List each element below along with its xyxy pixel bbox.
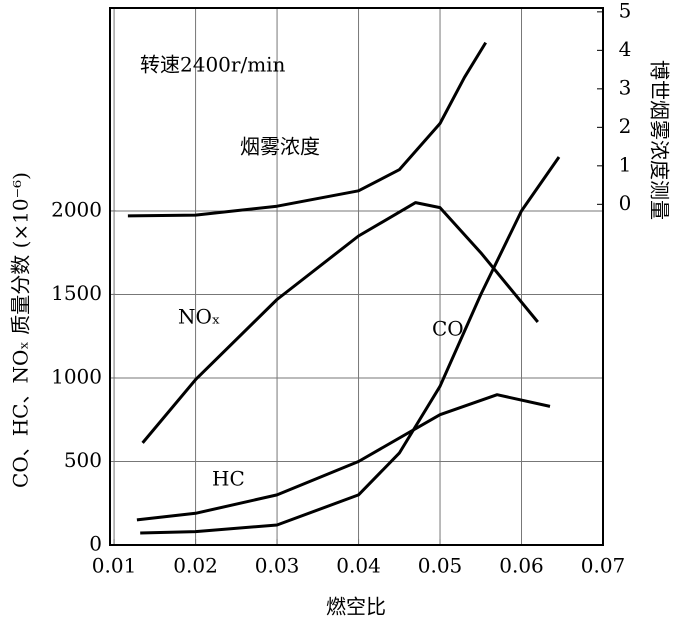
y2-tick-label: 4	[619, 37, 632, 61]
y2-tick-label: 0	[619, 191, 632, 215]
y2-tick-label: 2	[619, 114, 632, 138]
series-line	[127, 41, 487, 218]
y2-tick-label: 1	[619, 152, 632, 176]
annotation: 烟雾浓度	[240, 135, 320, 159]
x-tick-label: 0.06	[499, 554, 544, 578]
y2-axis-label: 博世烟雾浓度测量	[648, 60, 672, 220]
series-line	[136, 393, 551, 522]
annotation: 转速2400r/min	[140, 53, 286, 77]
y2-tick-label: 3	[619, 75, 632, 99]
y-axis-label: CO、HC、NOₓ 质量分数 (×10⁻⁶)	[9, 172, 33, 488]
x-tick-label: 0.07	[581, 554, 626, 578]
x-tick-label: 0.03	[255, 554, 300, 578]
x-axis-label: 燃空比	[326, 595, 386, 619]
y2-tick-label: 5	[619, 0, 632, 22]
y-tick-label: 1000	[51, 364, 102, 388]
y-tick-label: 2000	[51, 197, 102, 221]
plot-frame	[109, 7, 604, 546]
x-tick-label: 0.04	[336, 554, 381, 578]
x-tick-label: 0.02	[173, 554, 218, 578]
annotation: HC	[212, 467, 245, 491]
annotation: NOₓ	[178, 305, 220, 329]
y-tick-label: 500	[64, 448, 102, 472]
x-tick-label: 0.01	[92, 554, 137, 578]
y-tick-label: 0	[89, 532, 102, 556]
x-tick-label: 0.05	[418, 554, 463, 578]
series-line	[140, 156, 561, 535]
y-tick-label: 1500	[51, 281, 102, 305]
series-line	[141, 201, 539, 444]
annotation: CO	[432, 317, 464, 341]
